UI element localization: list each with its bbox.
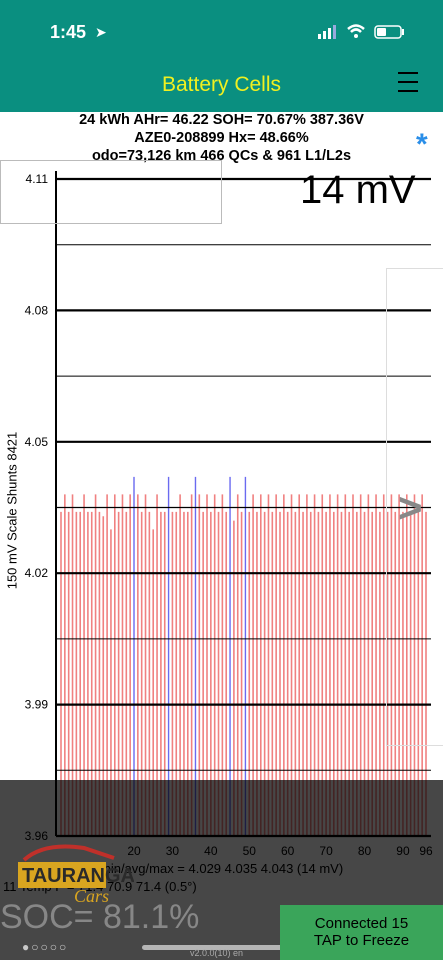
- connection-status: Connected 15: [314, 915, 409, 932]
- freeze-button[interactable]: Connected 15 TAP to Freeze: [280, 905, 443, 960]
- y-tick-label: 4.11: [26, 172, 49, 186]
- status-bar: 1:45 ➤: [0, 0, 443, 60]
- menu-icon[interactable]: [398, 70, 420, 94]
- soc-readout: SOC= 81.1%: [0, 898, 200, 936]
- bluetooth-icon[interactable]: *: [416, 128, 428, 161]
- freeze-label: TAP to Freeze: [313, 932, 410, 949]
- y-tick-label: 3.99: [25, 698, 49, 712]
- cell-stats: min/avg/max = 4.029 4.035 4.043 (14 mV): [100, 861, 344, 876]
- scroll-hint-box: [0, 160, 222, 224]
- page-title: Battery Cells: [161, 73, 282, 96]
- signal-icon: [318, 25, 338, 44]
- y-tick-label: 4.08: [25, 303, 49, 317]
- wifi-icon: [346, 23, 366, 44]
- status-time: 1:45: [50, 22, 87, 42]
- side-panel[interactable]: [386, 268, 443, 746]
- spread-readout: 14 mV: [300, 168, 416, 212]
- y-tick-label: 4.02: [25, 566, 49, 580]
- version-label: v2.0.0(10) en: [190, 948, 244, 958]
- info-line-1: 24 kWh AHr= 46.22 SOH= 70.67% 387.36V: [79, 112, 364, 128]
- info-line-2: AZE0-208899 Hx= 48.66%: [134, 130, 309, 146]
- tauranga-cars-logo: TAURANGA Cars: [18, 844, 134, 906]
- y-tick-label: 4.05: [25, 435, 49, 449]
- battery-icon: [374, 25, 406, 44]
- svg-text:TAURANGA: TAURANGA: [22, 865, 134, 887]
- y-axis-label: 150 mV Scale Shunts 8421: [4, 431, 20, 590]
- chevron-right-icon[interactable]: >: [398, 484, 423, 531]
- location-icon: ➤: [95, 24, 107, 40]
- nav-bar: Battery Cells: [0, 60, 443, 112]
- page-indicator[interactable]: ●○○○○: [22, 940, 69, 954]
- svg-text:Cars: Cars: [74, 886, 109, 906]
- home-indicator: [142, 945, 302, 950]
